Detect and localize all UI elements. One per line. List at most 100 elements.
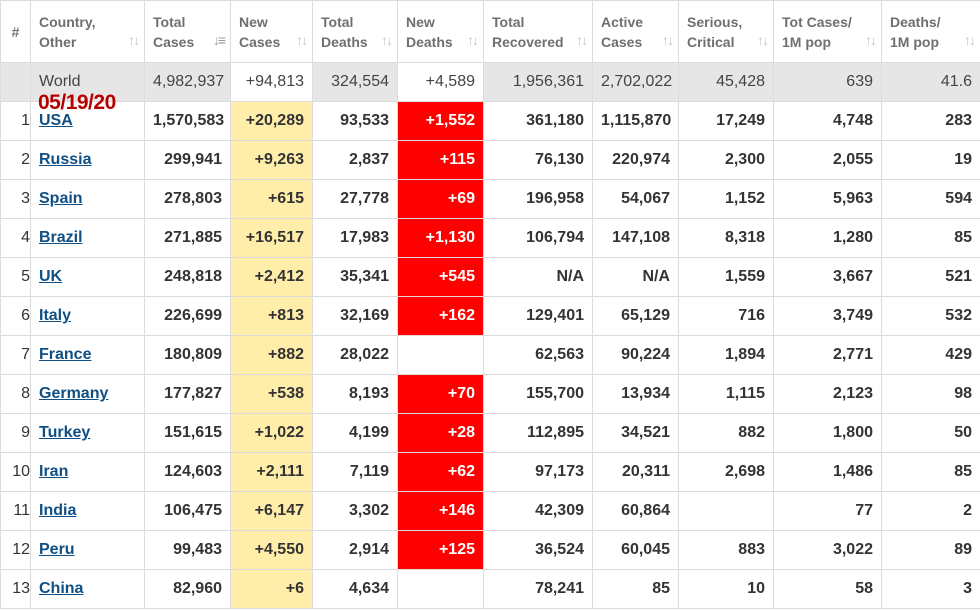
cell-deaths-1m: 429 xyxy=(881,335,980,375)
cell-idx: 11 xyxy=(0,491,31,531)
cell-idx: 1 xyxy=(0,101,31,141)
cell-deaths-1m: 283 xyxy=(881,101,980,141)
cell-idx: 2 xyxy=(0,140,31,180)
cell-new-deaths xyxy=(397,569,484,609)
cell-deaths-1m: 521 xyxy=(881,257,980,297)
cell-deaths-1m: 85 xyxy=(881,218,980,258)
country-link[interactable]: Italy xyxy=(39,307,72,324)
cell-tot-cases-1m: 58 xyxy=(773,569,882,609)
sort-arrows-icon[interactable]: ↑↓ xyxy=(757,32,769,48)
cell-total-recovered: 42,309 xyxy=(483,491,593,531)
country-link[interactable]: Russia xyxy=(39,151,92,168)
country-link[interactable]: Turkey xyxy=(39,424,91,441)
country-link[interactable]: India xyxy=(39,502,77,519)
world-new-cases-cell: +94,813 xyxy=(230,62,313,102)
cell-country: China xyxy=(30,569,145,609)
cell-idx: 7 xyxy=(0,335,31,375)
cell-total-cases: 151,615 xyxy=(144,413,231,453)
sort-arrows-icon[interactable]: ↑↓ xyxy=(576,32,588,48)
cell-tot-cases-1m: 3,749 xyxy=(773,296,882,336)
cell-total-cases: 177,827 xyxy=(144,374,231,414)
cell-active-cases: 147,108 xyxy=(592,218,679,258)
header-label: # xyxy=(11,23,20,40)
country-link[interactable]: Peru xyxy=(39,541,75,558)
cell-new-cases: +1,022 xyxy=(230,413,313,453)
cell-new-cases: +813 xyxy=(230,296,313,336)
cell-total-cases: 271,885 xyxy=(144,218,231,258)
header-tot-cases-1m[interactable]: Tot Cases/ 1M pop ↑↓ xyxy=(773,0,882,63)
cell-serious: 1,559 xyxy=(678,257,774,297)
cell-serious: 1,115 xyxy=(678,374,774,414)
cell-total-deaths: 7,119 xyxy=(312,452,398,492)
cell-tot-cases-1m: 1,280 xyxy=(773,218,882,258)
cell-new-cases: +615 xyxy=(230,179,313,219)
table-row: 6 Italy 226,699 +813 32,169 +162 129,401 65,129… xyxy=(0,296,980,336)
cell-total-recovered: N/A xyxy=(483,257,593,297)
cell-country: Brazil xyxy=(30,218,145,258)
header-label: Total Cases xyxy=(153,13,195,50)
world-idx-cell xyxy=(0,62,31,102)
cell-deaths-1m: 594 xyxy=(881,179,980,219)
cell-tot-cases-1m: 2,123 xyxy=(773,374,882,414)
header-total-deaths[interactable]: Total Deaths ↑↓ xyxy=(312,0,398,63)
cell-new-cases: +4,550 xyxy=(230,530,313,570)
cell-serious: 1,152 xyxy=(678,179,774,219)
cell-total-recovered: 36,524 xyxy=(483,530,593,570)
country-link[interactable]: Iran xyxy=(39,463,69,480)
cell-new-deaths: +28 xyxy=(397,413,484,453)
world-tot-cases-1m-cell: 639 xyxy=(773,62,882,102)
cell-idx: 10 xyxy=(0,452,31,492)
header-total-recovered[interactable]: Total Recovered ↑↓ xyxy=(483,0,593,63)
sort-arrows-icon[interactable]: ↑↓ xyxy=(865,32,877,48)
world-total-recovered-cell: 1,956,361 xyxy=(483,62,593,102)
header-new-deaths[interactable]: New Deaths ↑↓ xyxy=(397,0,484,63)
header-active-cases[interactable]: Active Cases ↑↓ xyxy=(592,0,679,63)
cell-total-cases: 99,483 xyxy=(144,530,231,570)
cell-total-recovered: 78,241 xyxy=(483,569,593,609)
sort-arrows-icon[interactable]: ↑↓ xyxy=(467,32,479,48)
cell-total-deaths: 4,634 xyxy=(312,569,398,609)
cell-country: Peru xyxy=(30,530,145,570)
header-deaths-1m[interactable]: Deaths/ 1M pop ↑↓ xyxy=(881,0,980,63)
cell-new-cases: +9,263 xyxy=(230,140,313,180)
header-new-cases[interactable]: New Cases ↑↓ xyxy=(230,0,313,63)
country-link[interactable]: USA xyxy=(39,112,73,129)
cell-new-deaths: +115 xyxy=(397,140,484,180)
sort-arrows-icon[interactable]: ↑↓ xyxy=(128,32,140,48)
header-total-cases[interactable]: Total Cases ↓≡ xyxy=(144,0,231,63)
cell-tot-cases-1m: 77 xyxy=(773,491,882,531)
sort-arrows-icon[interactable]: ↑↓ xyxy=(964,32,976,48)
header-idx: # xyxy=(0,0,31,63)
cell-country: Spain xyxy=(30,179,145,219)
cell-total-deaths: 27,778 xyxy=(312,179,398,219)
cell-active-cases: 60,045 xyxy=(592,530,679,570)
cell-total-cases: 278,803 xyxy=(144,179,231,219)
cell-deaths-1m: 85 xyxy=(881,452,980,492)
cell-deaths-1m: 98 xyxy=(881,374,980,414)
header-country[interactable]: Country, Other ↑↓ xyxy=(30,0,145,63)
cell-new-deaths: +162 xyxy=(397,296,484,336)
cell-idx: 4 xyxy=(0,218,31,258)
cell-total-recovered: 76,130 xyxy=(483,140,593,180)
cell-serious: 716 xyxy=(678,296,774,336)
country-link[interactable]: UK xyxy=(39,268,63,285)
sort-arrows-icon[interactable]: ↑↓ xyxy=(662,32,674,48)
cell-serious: 10 xyxy=(678,569,774,609)
country-link[interactable]: France xyxy=(39,346,92,363)
cell-idx: 6 xyxy=(0,296,31,336)
header-serious[interactable]: Serious, Critical ↑↓ xyxy=(678,0,774,63)
country-link[interactable]: Brazil xyxy=(39,229,83,246)
cell-new-deaths: +62 xyxy=(397,452,484,492)
sort-arrows-icon[interactable]: ↑↓ xyxy=(296,32,308,48)
country-link[interactable]: Spain xyxy=(39,190,83,207)
cell-active-cases: 65,129 xyxy=(592,296,679,336)
cell-tot-cases-1m: 1,486 xyxy=(773,452,882,492)
cell-new-cases: +882 xyxy=(230,335,313,375)
cell-new-deaths: +70 xyxy=(397,374,484,414)
cell-total-deaths: 17,983 xyxy=(312,218,398,258)
country-link[interactable]: Germany xyxy=(39,385,109,402)
country-link[interactable]: China xyxy=(39,580,84,597)
sort-arrows-icon[interactable]: ↑↓ xyxy=(381,32,393,48)
sort-arrows-icon[interactable]: ↓≡ xyxy=(212,32,226,48)
cell-total-deaths: 8,193 xyxy=(312,374,398,414)
